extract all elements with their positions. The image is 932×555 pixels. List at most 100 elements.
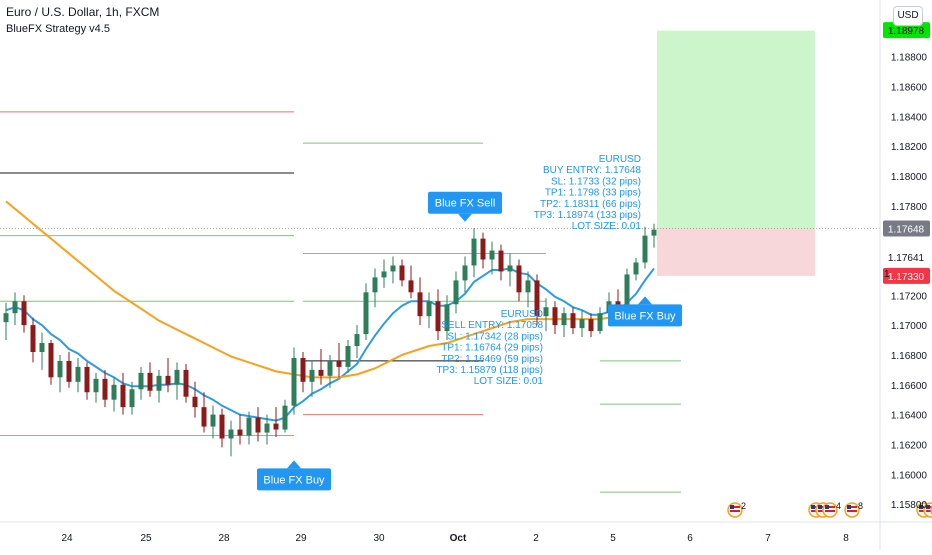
candle-body[interactable] [372, 277, 378, 293]
y-tick-label: 1.17200 [891, 291, 928, 302]
y-tick-label: 1.17000 [891, 321, 928, 332]
candle-body[interactable] [498, 250, 504, 272]
candle-body[interactable] [507, 265, 513, 272]
candle-body[interactable] [444, 304, 450, 332]
candle-body[interactable] [588, 319, 594, 332]
flag-stripe [926, 510, 932, 512]
candle-body[interactable] [318, 369, 324, 376]
candle-body[interactable] [129, 389, 135, 408]
candle-body[interactable] [633, 262, 639, 275]
candle-body[interactable] [111, 384, 117, 400]
sell-info-line: SL: 1.17342 (28 pips) [447, 331, 543, 342]
candle-body[interactable] [489, 250, 495, 260]
candle-body[interactable] [237, 429, 243, 436]
candle-body[interactable] [435, 301, 441, 332]
candle-body[interactable] [570, 313, 576, 329]
buy-signal-label[interactable]: Blue FX Buy [608, 296, 682, 327]
candle-body[interactable] [66, 360, 72, 382]
candle-body[interactable] [192, 396, 198, 408]
candle-body[interactable] [417, 292, 423, 317]
candle-body[interactable] [39, 343, 45, 352]
candle-body[interactable] [210, 414, 216, 427]
candle-body[interactable] [138, 372, 144, 390]
candle-body[interactable] [399, 265, 405, 281]
candle-body[interactable] [552, 307, 558, 326]
candle-body[interactable] [93, 378, 99, 393]
candle-body[interactable] [624, 274, 630, 311]
candle-body[interactable] [363, 292, 369, 335]
candle-body[interactable] [354, 334, 360, 347]
y-tick-label: 1.16800 [891, 351, 928, 362]
flag-stripe [847, 506, 857, 508]
candle-body[interactable] [408, 280, 414, 293]
candle-body[interactable] [84, 366, 90, 393]
flag-icon[interactable] [844, 502, 860, 518]
candle-body[interactable] [120, 384, 126, 408]
x-tick-label: 2 [533, 533, 539, 544]
candle-body[interactable] [12, 301, 18, 314]
candle-body[interactable] [183, 369, 189, 397]
candle-body[interactable] [75, 366, 81, 382]
candle-body[interactable] [255, 417, 261, 433]
candle-body[interactable] [309, 369, 315, 382]
signal-text: Blue FX Buy [614, 310, 676, 322]
candle-body[interactable] [273, 423, 279, 430]
candle-body[interactable] [291, 357, 297, 406]
candle-body[interactable] [471, 238, 477, 266]
candle-body[interactable] [201, 407, 207, 427]
candle-body[interactable] [534, 280, 540, 317]
flag-icon[interactable] [727, 502, 743, 518]
candle-body[interactable] [246, 417, 252, 436]
sell-signal-label[interactable]: Blue FX Sell [428, 191, 502, 222]
y-tick-label: 1.18600 [891, 83, 928, 94]
y-tick-label: 1.18800 [891, 53, 928, 64]
candle-body[interactable] [516, 265, 522, 293]
candle-body[interactable] [48, 343, 54, 378]
candle-body[interactable] [381, 271, 387, 278]
candle-body[interactable] [228, 429, 234, 439]
candle-body[interactable] [282, 405, 288, 430]
candle-body[interactable] [156, 375, 162, 391]
candle-body[interactable] [336, 360, 342, 367]
y-tick-label: 1.16600 [891, 381, 928, 392]
candle-body[interactable] [543, 307, 549, 317]
candle-body[interactable] [426, 301, 432, 317]
flag-icon[interactable] [822, 502, 838, 518]
x-tick-label: 8 [843, 533, 849, 544]
buy-signal-label[interactable]: Blue FX Buy [257, 460, 331, 491]
candle-body[interactable] [327, 360, 333, 376]
candle-body[interactable] [300, 357, 306, 382]
candle-body[interactable] [21, 301, 27, 326]
flag-canton [919, 505, 923, 509]
candle-body[interactable] [345, 346, 351, 367]
y-tick-label: 1.17800 [891, 202, 928, 213]
candle-body[interactable] [102, 378, 108, 400]
flag-canton [811, 505, 815, 509]
flag-icon[interactable] [923, 502, 932, 518]
candle-body[interactable] [642, 235, 648, 263]
candle-body[interactable] [264, 423, 270, 433]
candle-body[interactable] [219, 414, 225, 439]
candle-body[interactable] [480, 238, 486, 260]
candle-body[interactable] [30, 325, 36, 352]
candle-body[interactable] [525, 280, 531, 293]
currency-button[interactable]: USD [893, 6, 923, 26]
candle-body[interactable] [561, 313, 567, 326]
candle-body[interactable] [165, 375, 171, 385]
candle-body[interactable] [3, 313, 9, 323]
candle-body[interactable] [174, 369, 180, 385]
candle-body[interactable] [57, 360, 63, 378]
sell-info-line: LOT SIZE: 0.01 [474, 376, 544, 387]
signal-text: Blue FX Sell [435, 198, 496, 210]
candle-body[interactable] [453, 280, 459, 305]
candle-body[interactable] [597, 313, 603, 332]
candle-body[interactable] [462, 265, 468, 281]
candle-body[interactable] [651, 229, 657, 236]
signal-pointer [287, 460, 301, 469]
candle-body[interactable] [390, 265, 396, 272]
candle-body[interactable] [147, 372, 153, 391]
entry-price-tag: 1.17648 [883, 220, 930, 237]
candle-body[interactable] [579, 319, 585, 329]
